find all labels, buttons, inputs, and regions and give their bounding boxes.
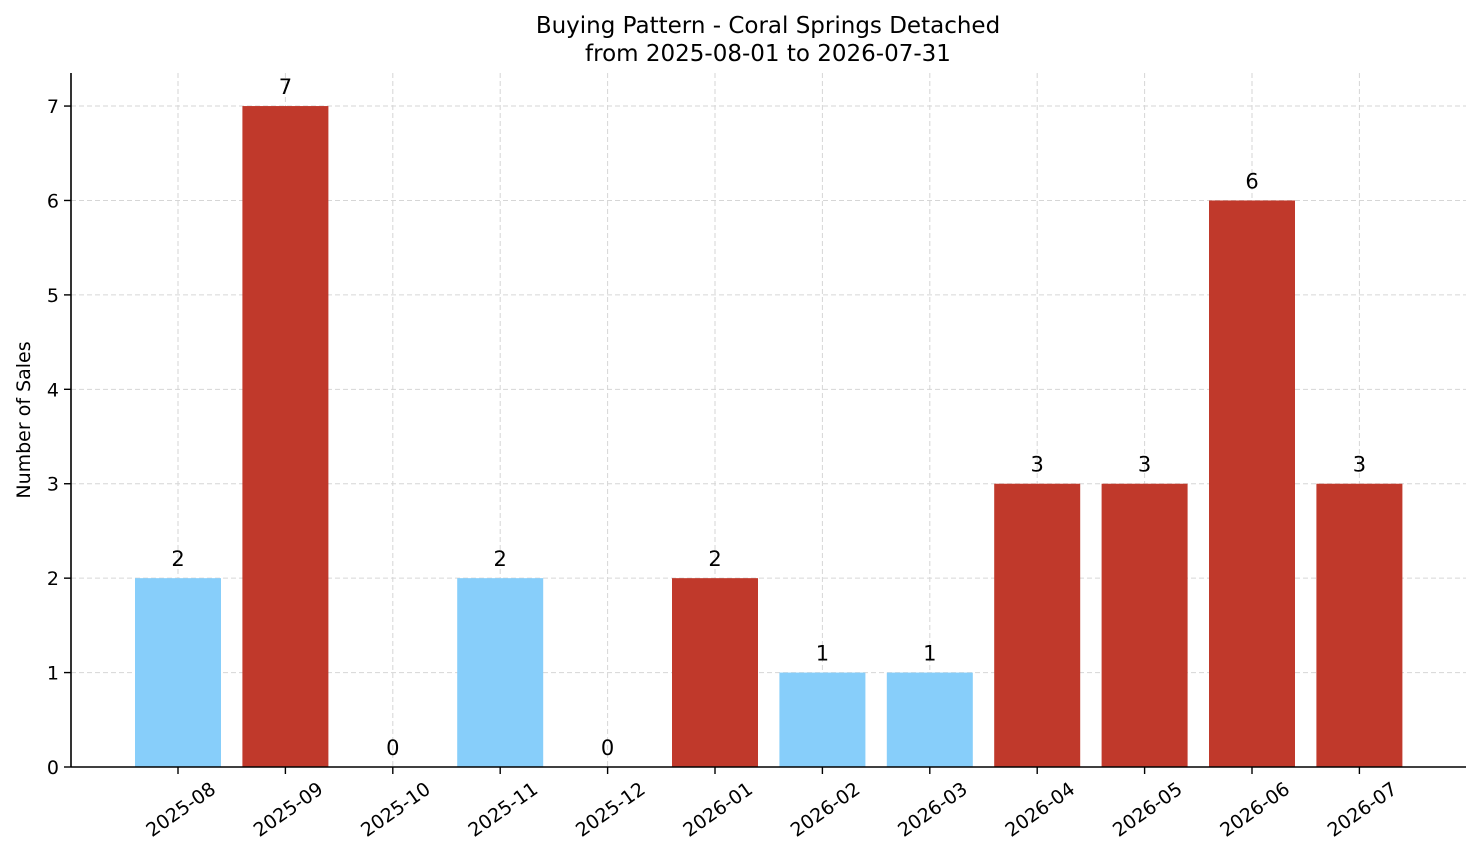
- x-tick-label: 2025-09: [250, 778, 328, 842]
- bar-2026-02: [779, 672, 866, 767]
- x-tick-label: 2025-12: [572, 778, 650, 842]
- y-tick-label: 2: [47, 568, 59, 590]
- x-tick-label: 2025-11: [464, 778, 542, 842]
- data-labels: 2 7 0 2 0 2 1 1 3 3 6 3: [171, 75, 1366, 760]
- x-tick-label: 2026-03: [894, 778, 972, 842]
- x-tick-label: 2026-05: [1109, 778, 1187, 842]
- bar-value-label: 3: [1138, 453, 1151, 477]
- bar-value-label: 2: [708, 547, 721, 571]
- y-tick-label: 4: [47, 379, 59, 401]
- bar-2026-04: [994, 483, 1081, 767]
- bar-2026-05: [1101, 483, 1188, 767]
- bar-value-label: 3: [1353, 453, 1366, 477]
- bar-value-label: 1: [923, 642, 936, 666]
- bar-value-label: 0: [386, 736, 399, 760]
- chart-subtitle: from 2025-08-01 to 2026-07-31: [585, 41, 951, 67]
- x-tick-label: 2026-04: [1001, 778, 1079, 842]
- bar-value-label: 2: [171, 547, 184, 571]
- axes: [70, 73, 1466, 768]
- bar-value-label: 0: [601, 736, 614, 760]
- y-tick-label: 5: [47, 285, 59, 307]
- bars: [135, 106, 1403, 768]
- x-tick-label: 2026-07: [1324, 778, 1402, 842]
- bar-value-label: 1: [816, 642, 829, 666]
- bar-2025-09: [242, 106, 329, 768]
- y-tick-label: 7: [47, 96, 59, 118]
- y-axis-label: Number of Sales: [13, 341, 35, 498]
- bar-value-label: 7: [279, 75, 292, 99]
- chart-title: Buying Pattern - Coral Springs Detached: [536, 13, 1000, 39]
- x-tick-labels: 2025-08 2025-09 2025-10 2025-11 2025-12 2026-…: [142, 767, 1401, 842]
- x-tick-label: 2026-02: [787, 778, 865, 842]
- y-tick-labels: 0 1 2 3 4 5 6 7: [47, 96, 71, 779]
- bar-2025-08: [135, 578, 221, 767]
- bar-value-label: 2: [494, 547, 507, 571]
- bar-2025-11: [457, 578, 544, 767]
- y-tick-label: 1: [47, 663, 59, 685]
- bar-2026-06: [1209, 200, 1295, 768]
- x-tick-label: 2026-06: [1216, 778, 1294, 842]
- bar-value-label: 3: [1031, 453, 1044, 477]
- bar-2026-07: [1316, 483, 1403, 767]
- bar-2026-03: [886, 672, 973, 767]
- y-tick-label: 6: [47, 190, 59, 212]
- x-tick-label: 2026-01: [679, 778, 757, 842]
- y-tick-label: 3: [47, 474, 59, 496]
- bar-value-label: 6: [1245, 169, 1258, 193]
- x-tick-label: 2025-10: [357, 778, 435, 842]
- bar-2026-01: [672, 578, 758, 767]
- x-tick-label: 2025-08: [142, 778, 220, 842]
- y-tick-label: 0: [47, 757, 59, 779]
